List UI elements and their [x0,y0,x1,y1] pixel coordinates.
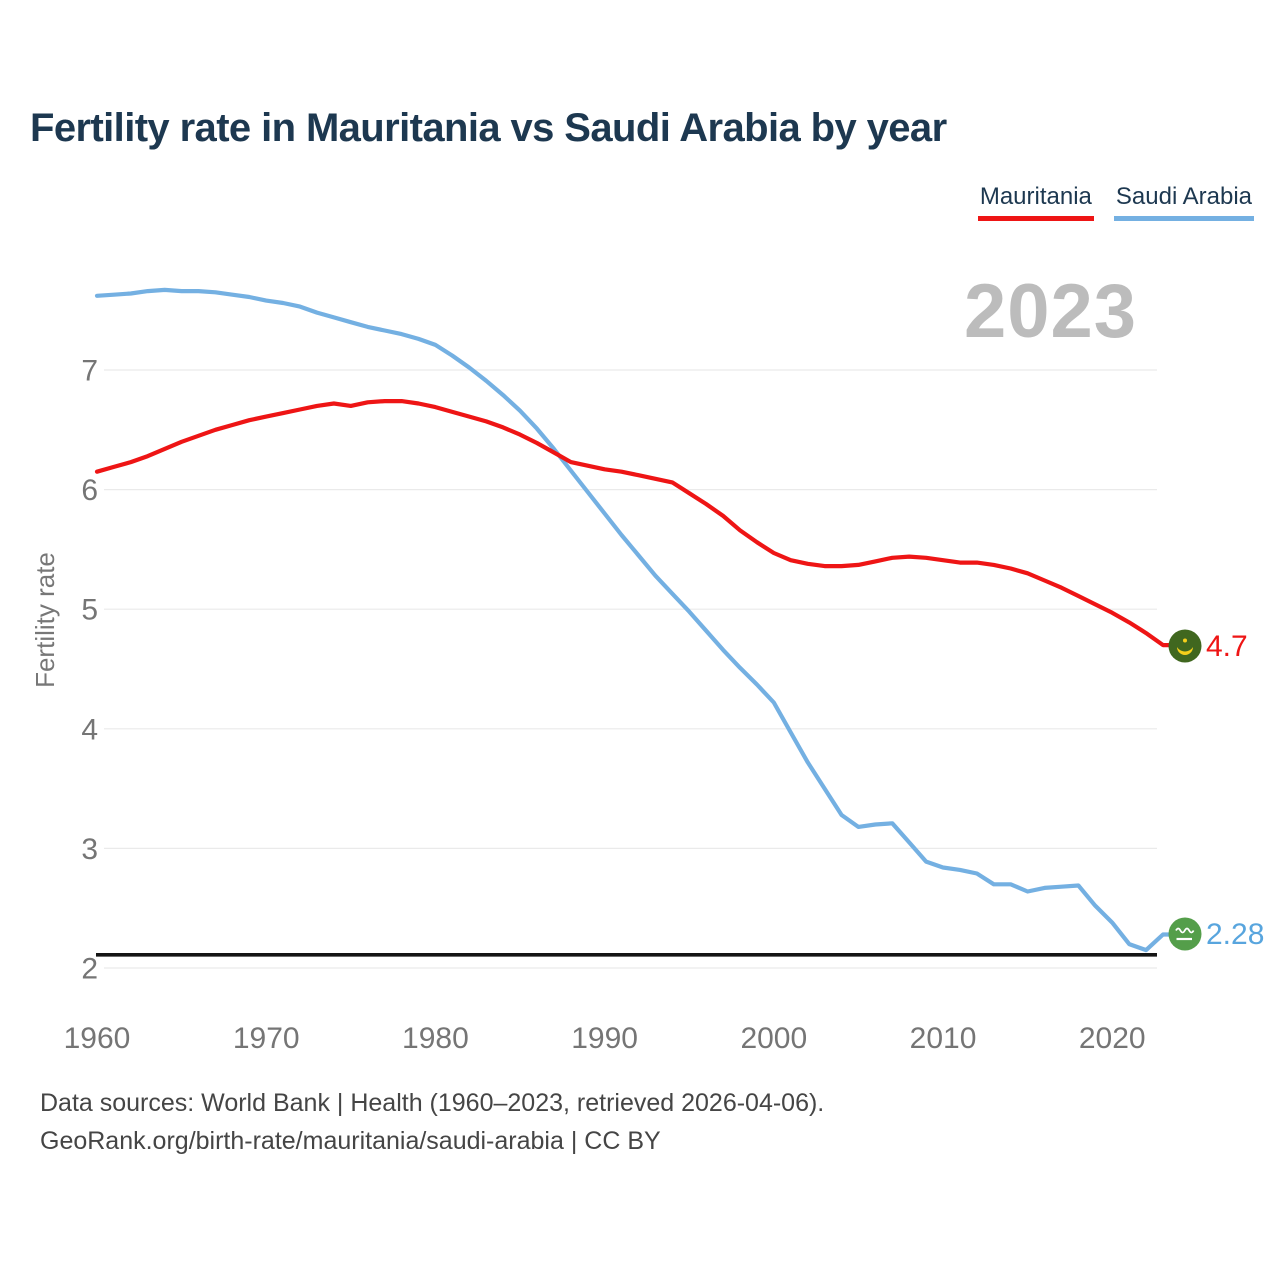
x-tick-label: 2020 [1079,1022,1146,1055]
y-tick-label: 7 [81,355,98,388]
legend-color-bar-mauritania [977,216,1094,221]
year-watermark: 2023 [964,269,1138,354]
y-tick-label: 5 [81,594,98,627]
saudi-arabia-end-value: 2.28 [1206,918,1264,951]
saudi-arabia-flag-icon [1168,917,1202,951]
y-tick-label: 3 [81,833,98,866]
x-axis-tick-labels: 1960 1970 1980 1990 2000 2010 2020 [64,1022,1146,1055]
legend-label-mauritania: Mauritania [979,183,1092,210]
saudi-arabia-line [94,287,1176,953]
series-lines [94,287,1176,953]
y-tick-label: 6 [81,474,98,507]
x-tick-label: 1970 [233,1022,300,1055]
x-tick-label: 2010 [910,1022,977,1055]
legend-label-saudi-arabia: Saudi Arabia [1115,183,1252,210]
attribution-footer: Data sources: World Bank | Health (1960–… [40,1084,824,1160]
legend-color-bar-saudi-arabia [1113,216,1254,221]
legend-item-mauritania[interactable]: Mauritania [977,183,1094,221]
page-title: Fertility rate in Mauritania vs Saudi Ar… [30,106,947,150]
y-axis-tick-labels: 2 3 4 5 6 7 [81,355,98,986]
source-url-line: GeoRank.org/birth-rate/mauritania/saudi-… [40,1127,661,1155]
legend-item-saudi-arabia[interactable]: Saudi Arabia [1113,183,1254,221]
y-tick-label: 4 [81,713,98,746]
data-sources-line: Data sources: World Bank | Health (1960–… [40,1089,825,1117]
x-tick-label: 1980 [402,1022,469,1055]
x-tick-label: 1960 [64,1022,131,1055]
mauritania-flag-icon [1168,629,1202,663]
y-tick-label: 2 [81,953,98,986]
x-tick-label: 2000 [740,1022,807,1055]
x-tick-label: 1990 [571,1022,638,1055]
gridlines [104,369,1157,969]
mauritania-end-value: 4.7 [1206,630,1248,663]
mauritania-line [94,399,1176,648]
legend: Mauritania Saudi Arabia [977,183,1254,221]
